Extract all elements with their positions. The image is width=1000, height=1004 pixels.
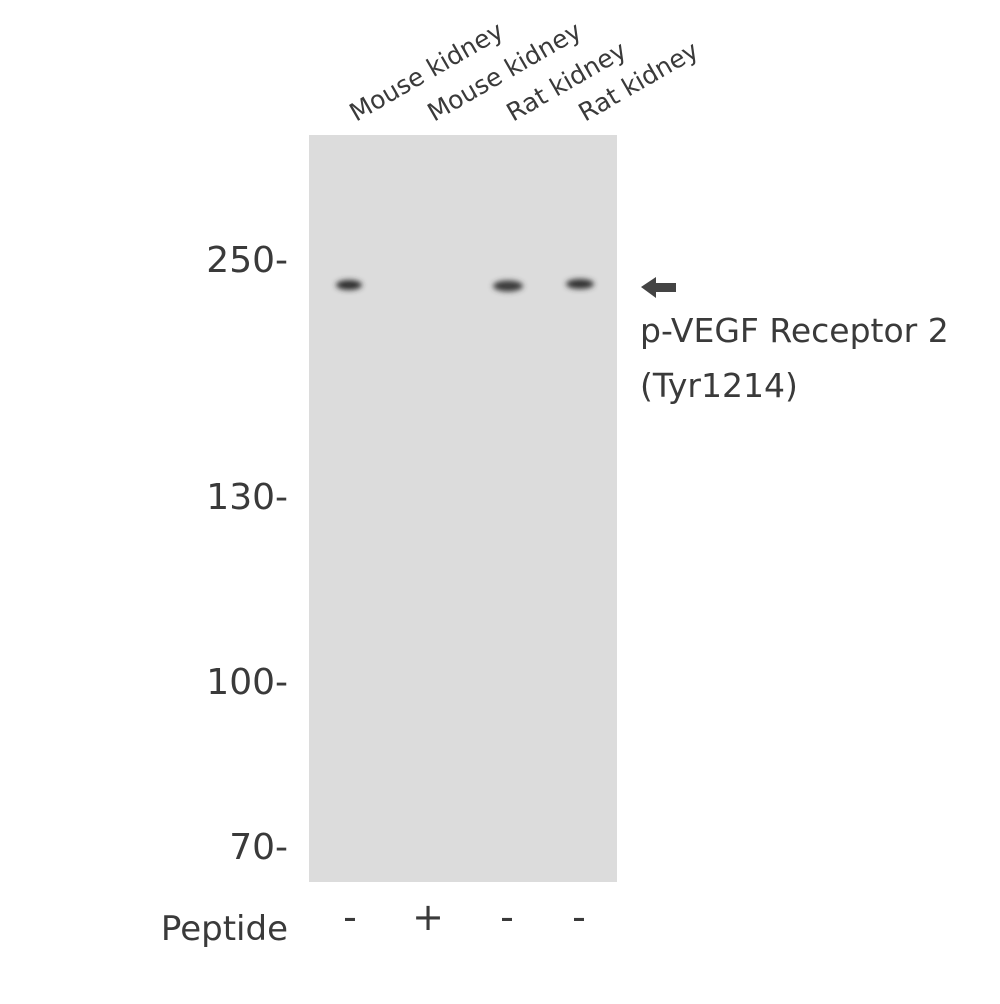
target-label: (Tyr1214)	[640, 366, 798, 405]
band	[493, 280, 523, 292]
band	[336, 280, 362, 290]
peptide-sign: -	[500, 895, 514, 939]
bands	[336, 279, 594, 292]
marker-label: 130-	[206, 477, 288, 518]
arrow	[641, 277, 676, 298]
peptide-sign: -	[343, 895, 357, 939]
peptide-sign: +	[412, 895, 444, 939]
gel	[309, 135, 617, 882]
marker-label: 250-	[206, 240, 288, 281]
band	[566, 279, 594, 289]
marker-label: 100-	[206, 662, 288, 703]
peptide-label: Peptide	[161, 909, 288, 949]
target-label: p-VEGF Receptor 2	[640, 311, 949, 350]
marker-label: 70-	[229, 827, 288, 868]
peptide-sign: -	[572, 895, 586, 939]
